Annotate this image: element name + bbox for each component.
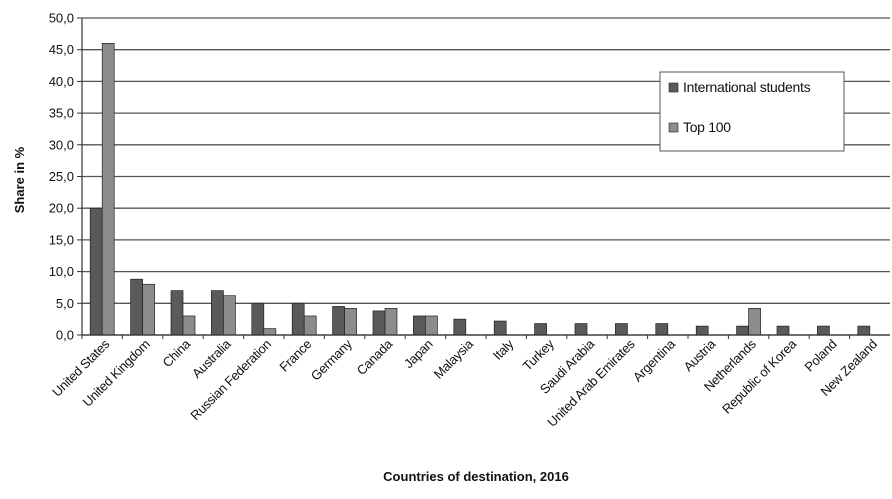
legend-swatch-top-100 — [668, 122, 679, 133]
bar-top-100 — [263, 328, 277, 336]
x-tick-label: Republic of Korea — [719, 336, 800, 417]
y-tick-label: 0,0 — [56, 328, 74, 343]
bar-international-students — [695, 325, 709, 336]
x-tick-label: Germany — [308, 336, 355, 383]
x-tick-label: France — [276, 336, 314, 374]
x-axis-title: Countries of destination, 2016 — [383, 469, 569, 484]
bar-international-students — [776, 325, 790, 336]
x-tick-label: Austria — [681, 336, 719, 374]
bar-international-students — [453, 318, 467, 336]
y-tick-label: 15,0 — [49, 232, 74, 247]
legend-box — [659, 71, 845, 152]
bar-international-students — [817, 325, 830, 336]
bar-international-students — [251, 302, 265, 336]
y-axis-title: Share in % — [12, 146, 27, 213]
bar-international-students — [332, 306, 345, 336]
bar-top-100 — [223, 295, 236, 336]
y-tick-label: 30,0 — [49, 137, 74, 152]
bar-top-100 — [425, 315, 438, 336]
x-tick-label: Malaysia — [431, 336, 477, 382]
bar-international-students — [574, 323, 588, 336]
y-tick-label: 25,0 — [49, 169, 74, 184]
bar-top-100 — [182, 315, 196, 336]
bar-international-students — [615, 323, 628, 336]
bar-top-100 — [384, 308, 398, 336]
legend: International students Top 100 — [659, 71, 845, 152]
y-tick-label: 45,0 — [49, 42, 74, 57]
legend-swatch-international-students — [668, 82, 679, 93]
bar-international-students — [291, 302, 305, 336]
bar-top-100 — [303, 315, 317, 336]
bar-top-100 — [142, 283, 155, 336]
bar-international-students — [655, 323, 669, 336]
y-tick-label: 5,0 — [56, 296, 74, 311]
y-tick-label: 20,0 — [49, 201, 74, 216]
legend-label-top-100: Top 100 — [683, 119, 731, 135]
bar-international-students — [493, 320, 507, 336]
bar-top-100 — [101, 43, 115, 336]
bar-top-100 — [748, 308, 761, 336]
bar-international-students — [413, 315, 426, 336]
x-tick-label: Argentina — [630, 336, 679, 385]
y-tick-label: 35,0 — [49, 106, 74, 121]
bar-international-students — [534, 323, 547, 336]
axes — [77, 17, 890, 339]
bar-top-100 — [344, 308, 357, 336]
x-tick-label: Poland — [802, 336, 840, 374]
bar-international-students — [211, 290, 224, 336]
y-tick-label: 10,0 — [49, 264, 74, 279]
bar-international-students — [736, 325, 749, 336]
x-tick-label: Turkey — [520, 336, 558, 374]
x-tick-label: Canada — [354, 336, 396, 378]
y-tick-label: 40,0 — [49, 74, 74, 89]
bar-international-students — [372, 310, 386, 336]
bar-international-students — [130, 278, 143, 336]
bar-international-students — [857, 325, 871, 336]
bar-international-students — [89, 207, 103, 336]
x-tick-label: Japan — [401, 336, 436, 371]
legend-label-international-students: International students — [683, 79, 811, 95]
y-tick-label: 50,0 — [49, 11, 74, 26]
x-tick-label: Italy — [490, 336, 517, 363]
x-tick-label: China — [160, 336, 194, 370]
gridlines — [82, 17, 890, 336]
bar-international-students — [170, 290, 184, 336]
